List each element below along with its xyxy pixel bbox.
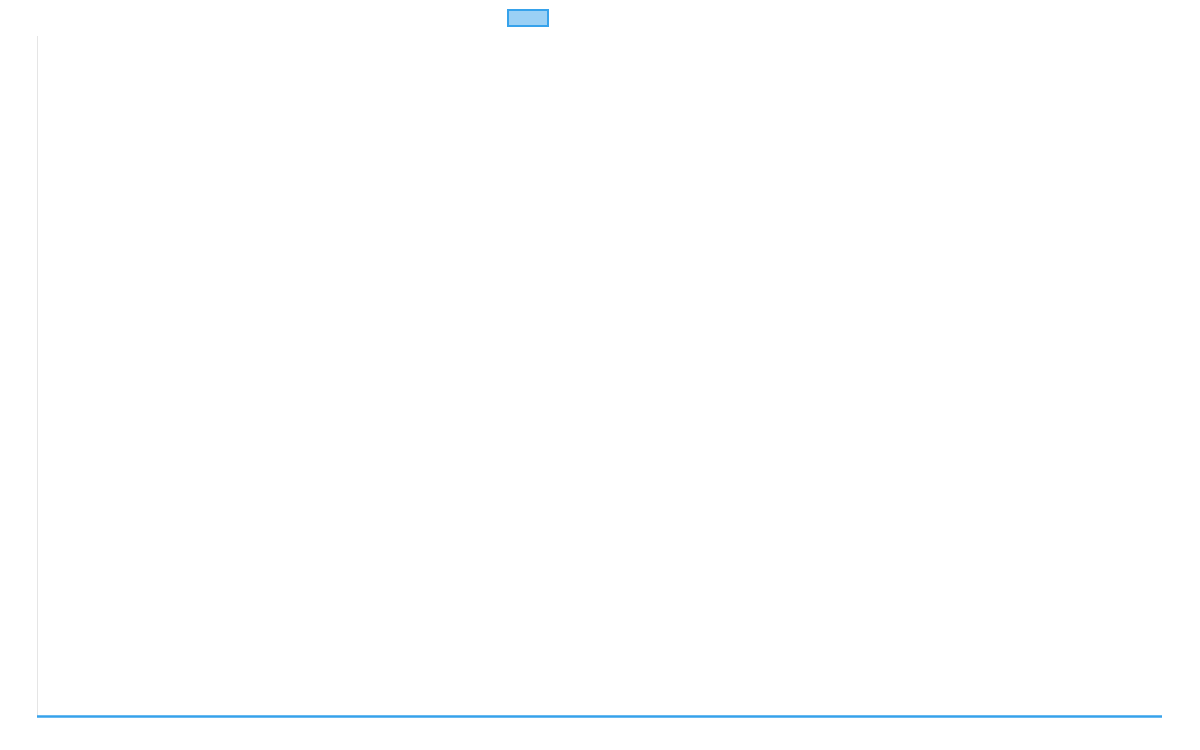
legend-swatch[interactable] [507,9,549,27]
